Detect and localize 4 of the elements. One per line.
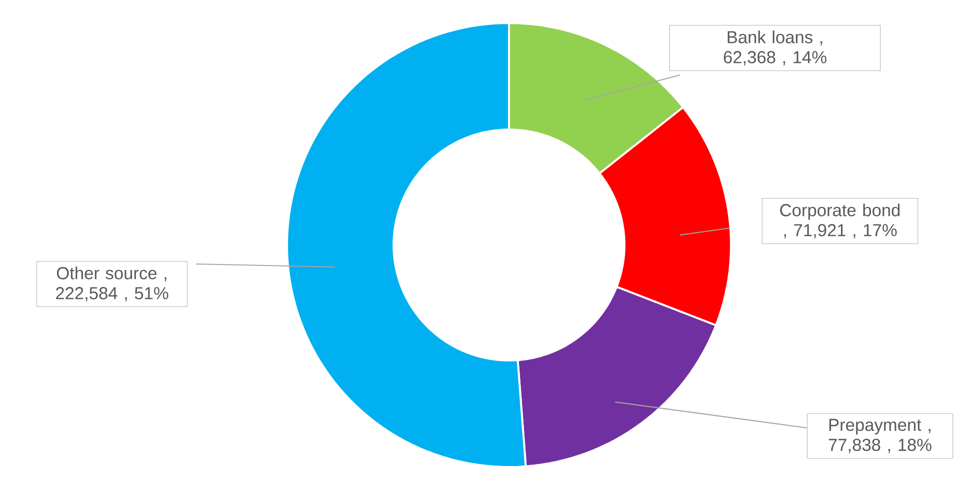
data-label: , 71,921 , 17% (784, 224, 897, 238)
slice-label: Corporate bond (780, 204, 900, 220)
slice-label: Bank loans (728, 30, 812, 44)
slice-label: Other source (56, 266, 156, 280)
